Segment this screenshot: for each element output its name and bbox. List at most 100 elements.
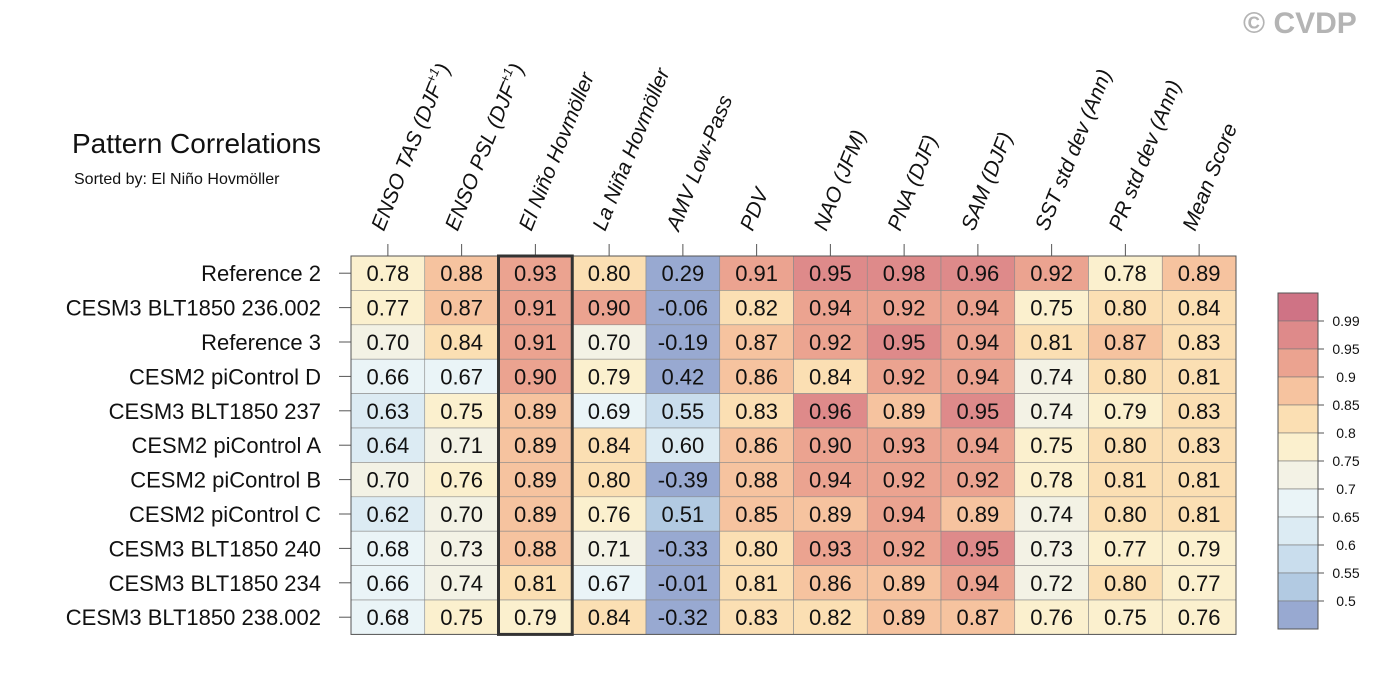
cell-value: 0.83: [1178, 399, 1221, 424]
heatmap-cell: [645, 393, 721, 429]
column-label: La Niña Hovmöller: [588, 64, 674, 234]
heatmap-cell: [1161, 290, 1237, 326]
colorbar: 0.99 0.95 0.9 0.85 0.8 0.75 0.7 0.65 0.6 0.55 0.5: [1277, 292, 1360, 630]
heatmap-cell: [719, 496, 794, 532]
cell-value: 0.70: [366, 468, 409, 493]
heatmap-cell: [793, 324, 868, 360]
cell-value: 0.60: [661, 433, 704, 458]
row-label: CESM3 BLT1850 240: [109, 536, 321, 561]
heatmap-cell: [498, 462, 573, 498]
colorbar-label: 0.8: [1336, 425, 1356, 441]
row-label: CESM2 piControl C: [129, 502, 321, 527]
cell-value: 0.89: [1178, 261, 1221, 286]
cell-value: 0.87: [1104, 330, 1147, 355]
cell-value: 0.79: [514, 605, 557, 630]
heatmap-cell: [645, 496, 721, 532]
cell-value: 0.70: [588, 330, 631, 355]
cell-value: 0.51: [661, 502, 704, 527]
column-label: SST std dev (Ann): [1031, 66, 1117, 234]
heatmap-cell: [498, 599, 573, 635]
cell-value: 0.66: [366, 571, 409, 596]
cell-value: 0.96: [956, 261, 999, 286]
cell-value: 0.78: [366, 261, 409, 286]
cell-value: 0.79: [1104, 399, 1147, 424]
cell-value: 0.90: [588, 296, 631, 321]
heatmap-cell: [1014, 462, 1089, 498]
heatmap-cell: [1088, 255, 1163, 291]
heatmap-cell: [793, 599, 868, 635]
cell-value: 0.95: [883, 330, 926, 355]
cell-value: -0.32: [658, 605, 708, 630]
row-label: CESM2 piControl B: [130, 468, 321, 493]
row-label: CESM3 BLT1850 238.002: [66, 605, 321, 630]
cell-value: 0.84: [809, 364, 852, 389]
cell-value: 0.94: [956, 433, 999, 458]
heatmap-cell: [866, 599, 942, 635]
heatmap-cell: [1088, 462, 1163, 498]
heatmap-cell: [1014, 496, 1089, 532]
cell-value: -0.19: [658, 330, 708, 355]
heatmap-cell: [1088, 358, 1163, 394]
chart-subtitle: Sorted by: El Niño Hovmöller: [74, 171, 280, 188]
heatmap-cell: [940, 496, 1016, 532]
cell-value: 0.81: [514, 571, 557, 596]
cell-value: 0.55: [661, 399, 704, 424]
cell-value: 0.91: [514, 296, 557, 321]
heatmap-cell: [1088, 393, 1163, 429]
cell-value: 0.81: [1104, 468, 1147, 493]
colorbar-label: 0.65: [1332, 509, 1359, 525]
cell-value: 0.84: [440, 330, 483, 355]
heatmap-cell: [1088, 565, 1163, 601]
heatmap-cell: [645, 462, 721, 498]
cell-value: 0.91: [514, 330, 557, 355]
cell-value: 0.87: [440, 296, 483, 321]
cell-value: 0.92: [1030, 261, 1073, 286]
cell-value: 0.74: [1030, 364, 1073, 389]
heatmap-cell: [719, 530, 794, 566]
heatmap-cell: [1088, 427, 1163, 463]
heatmap-cell: [424, 599, 499, 635]
heatmap-cell: [793, 496, 868, 532]
cell-value: 0.94: [956, 364, 999, 389]
heatmap-cell: [645, 358, 721, 394]
column-label: ENSO TAS (DJF+1): [364, 59, 455, 234]
column-label: PDV: [736, 183, 774, 233]
cell-value: -0.33: [658, 536, 708, 561]
heatmap-cell: [1161, 599, 1237, 635]
cell-value: 0.86: [735, 364, 778, 389]
watermark-text: © CVDP: [1243, 7, 1357, 40]
cell-value: 0.92: [883, 468, 926, 493]
cell-value: 0.95: [956, 399, 999, 424]
cell-value: 0.78: [1104, 261, 1147, 286]
cell-value: 0.75: [1030, 296, 1073, 321]
heatmap-cell: [1161, 496, 1237, 532]
cell-value: 0.94: [883, 502, 926, 527]
heatmap-cell: [1014, 358, 1089, 394]
heatmap-cell: [793, 290, 868, 326]
heatmap-cell: [1161, 530, 1237, 566]
cell-value: 0.75: [1104, 605, 1147, 630]
cell-value: 0.86: [735, 433, 778, 458]
highlight-box: [497, 254, 574, 636]
cell-value: 0.80: [1104, 433, 1147, 458]
cell-value: 0.81: [1178, 468, 1221, 493]
colorbar-label: 0.95: [1332, 341, 1359, 357]
heatmap-cell: [1088, 496, 1163, 532]
cell-value: 0.93: [809, 536, 852, 561]
cell-value: 0.92: [883, 536, 926, 561]
cell-value: 0.76: [588, 502, 631, 527]
heatmap-cell: [1161, 255, 1237, 291]
colorbar-swatch: [1277, 516, 1319, 546]
heatmap-cell: [866, 530, 942, 566]
heatmap-cell: [424, 565, 499, 601]
colorbar-label: 0.75: [1332, 453, 1359, 469]
heatmap-cell: [645, 427, 721, 463]
cell-value: 0.80: [1104, 502, 1147, 527]
column-label: SAM (DJF): [957, 129, 1017, 234]
cell-value: 0.80: [588, 468, 631, 493]
highlighted-column-frame: [497, 254, 574, 636]
heatmap-cell: [350, 393, 426, 429]
cell-value: 0.84: [588, 433, 631, 458]
cell-value: 0.93: [514, 261, 557, 286]
